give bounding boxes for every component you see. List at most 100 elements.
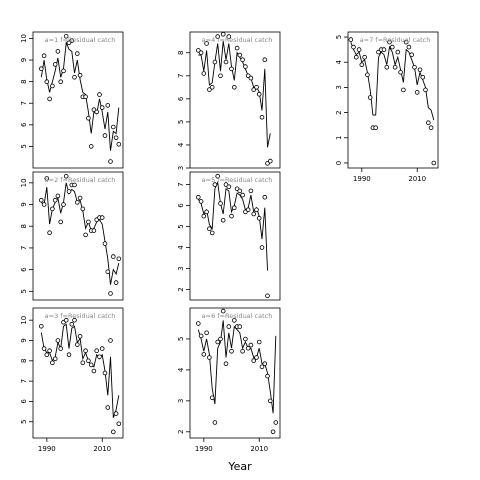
observed-point xyxy=(63,317,69,323)
panel-label: a=6 f=Residual catch xyxy=(202,312,273,320)
observed-point xyxy=(72,317,77,323)
observed-point xyxy=(215,173,221,179)
observed-point xyxy=(52,356,58,362)
observed-point xyxy=(55,338,61,343)
x-tick-label: 1990 xyxy=(353,175,371,183)
y-tick-label: 0 xyxy=(335,161,343,165)
observed-point xyxy=(66,189,72,194)
observed-point xyxy=(232,205,237,211)
observed-point xyxy=(41,346,47,351)
observed-point xyxy=(273,420,279,425)
observed-point xyxy=(99,346,105,351)
observed-point xyxy=(102,241,108,246)
observed-point xyxy=(91,368,97,374)
observed-point xyxy=(348,37,354,42)
y-tick-label: 6 xyxy=(177,96,185,101)
y-tick-label: 2 xyxy=(335,110,343,114)
observed-point xyxy=(55,193,61,199)
observed-point xyxy=(97,92,102,97)
observed-point xyxy=(403,39,409,45)
observed-point xyxy=(99,215,105,220)
observed-point xyxy=(75,200,80,205)
observed-point xyxy=(240,192,245,198)
observed-point xyxy=(406,44,412,50)
observed-point xyxy=(265,293,270,299)
observed-point xyxy=(395,49,401,55)
y-tick-label: 9 xyxy=(20,202,28,206)
observed-point xyxy=(83,232,88,238)
observed-point xyxy=(66,352,72,358)
observed-point xyxy=(392,65,398,70)
observed-point xyxy=(232,318,237,323)
y-tick-label: 6 xyxy=(177,203,185,208)
observed-point xyxy=(226,184,232,190)
observed-point xyxy=(44,176,50,181)
y-tick-label: 7 xyxy=(20,246,28,250)
fitted-line xyxy=(40,41,120,151)
observed-point xyxy=(256,215,262,221)
panel-frame xyxy=(347,31,439,169)
observed-point xyxy=(215,339,221,345)
observed-point xyxy=(267,398,273,404)
y-tick-label: 5 xyxy=(20,289,28,293)
observed-point xyxy=(47,230,52,236)
y-tick-label: 9 xyxy=(20,58,28,62)
y-tick-label: 6 xyxy=(20,267,28,272)
observed-point xyxy=(259,115,265,120)
observed-point xyxy=(254,355,259,360)
observed-point xyxy=(259,245,265,250)
y-tick-label: 9 xyxy=(20,338,28,342)
observed-point xyxy=(243,336,248,342)
observed-point xyxy=(88,362,94,368)
panel-4: 3 4 5 6 7 8 a=4 f=Residual catch xyxy=(177,31,281,170)
y-tick-label: 5 xyxy=(177,120,185,124)
observed-point xyxy=(50,360,55,366)
observed-point xyxy=(41,53,47,58)
observed-point xyxy=(38,323,44,329)
observed-point xyxy=(83,94,88,100)
observed-point xyxy=(220,218,226,223)
observed-point xyxy=(423,87,428,93)
x-tick-label: 1990 xyxy=(38,445,56,453)
observed-point xyxy=(248,342,254,348)
observed-point xyxy=(201,71,207,76)
observed-point xyxy=(209,85,215,90)
observed-point xyxy=(38,66,44,71)
observed-point xyxy=(83,348,88,354)
observed-point xyxy=(116,256,122,262)
observed-point xyxy=(389,44,395,50)
observed-point xyxy=(265,373,270,379)
observed-point xyxy=(414,90,420,95)
observed-point xyxy=(52,197,58,203)
y-tick-label: 4 xyxy=(335,59,343,64)
observed-point xyxy=(251,358,257,363)
observed-point xyxy=(55,49,61,54)
observed-point xyxy=(196,194,201,200)
observed-point xyxy=(72,75,77,80)
observed-point xyxy=(111,254,116,259)
observed-point xyxy=(220,31,226,37)
y-tick-label: 6 xyxy=(20,399,28,404)
observed-point xyxy=(248,75,254,81)
observed-point xyxy=(226,324,232,329)
observed-point xyxy=(431,160,437,166)
observed-point xyxy=(204,209,209,215)
observed-point xyxy=(198,50,204,55)
observed-point xyxy=(420,75,426,80)
observed-point xyxy=(248,188,254,194)
y-tick-label: 3 xyxy=(177,266,185,270)
observed-point xyxy=(201,213,207,219)
observed-point xyxy=(108,291,113,296)
observed-point xyxy=(353,54,359,60)
observed-point xyxy=(270,429,276,435)
observed-point xyxy=(105,269,111,275)
observed-point xyxy=(105,405,111,410)
observed-point xyxy=(212,420,218,425)
observed-point xyxy=(207,355,212,360)
observed-point xyxy=(63,174,69,179)
y-tick-label: 5 xyxy=(20,144,28,148)
observed-point xyxy=(58,219,63,225)
panel-frame xyxy=(32,31,124,169)
x-tick-label: 2010 xyxy=(250,445,268,453)
y-tick-label: 3 xyxy=(177,166,185,170)
